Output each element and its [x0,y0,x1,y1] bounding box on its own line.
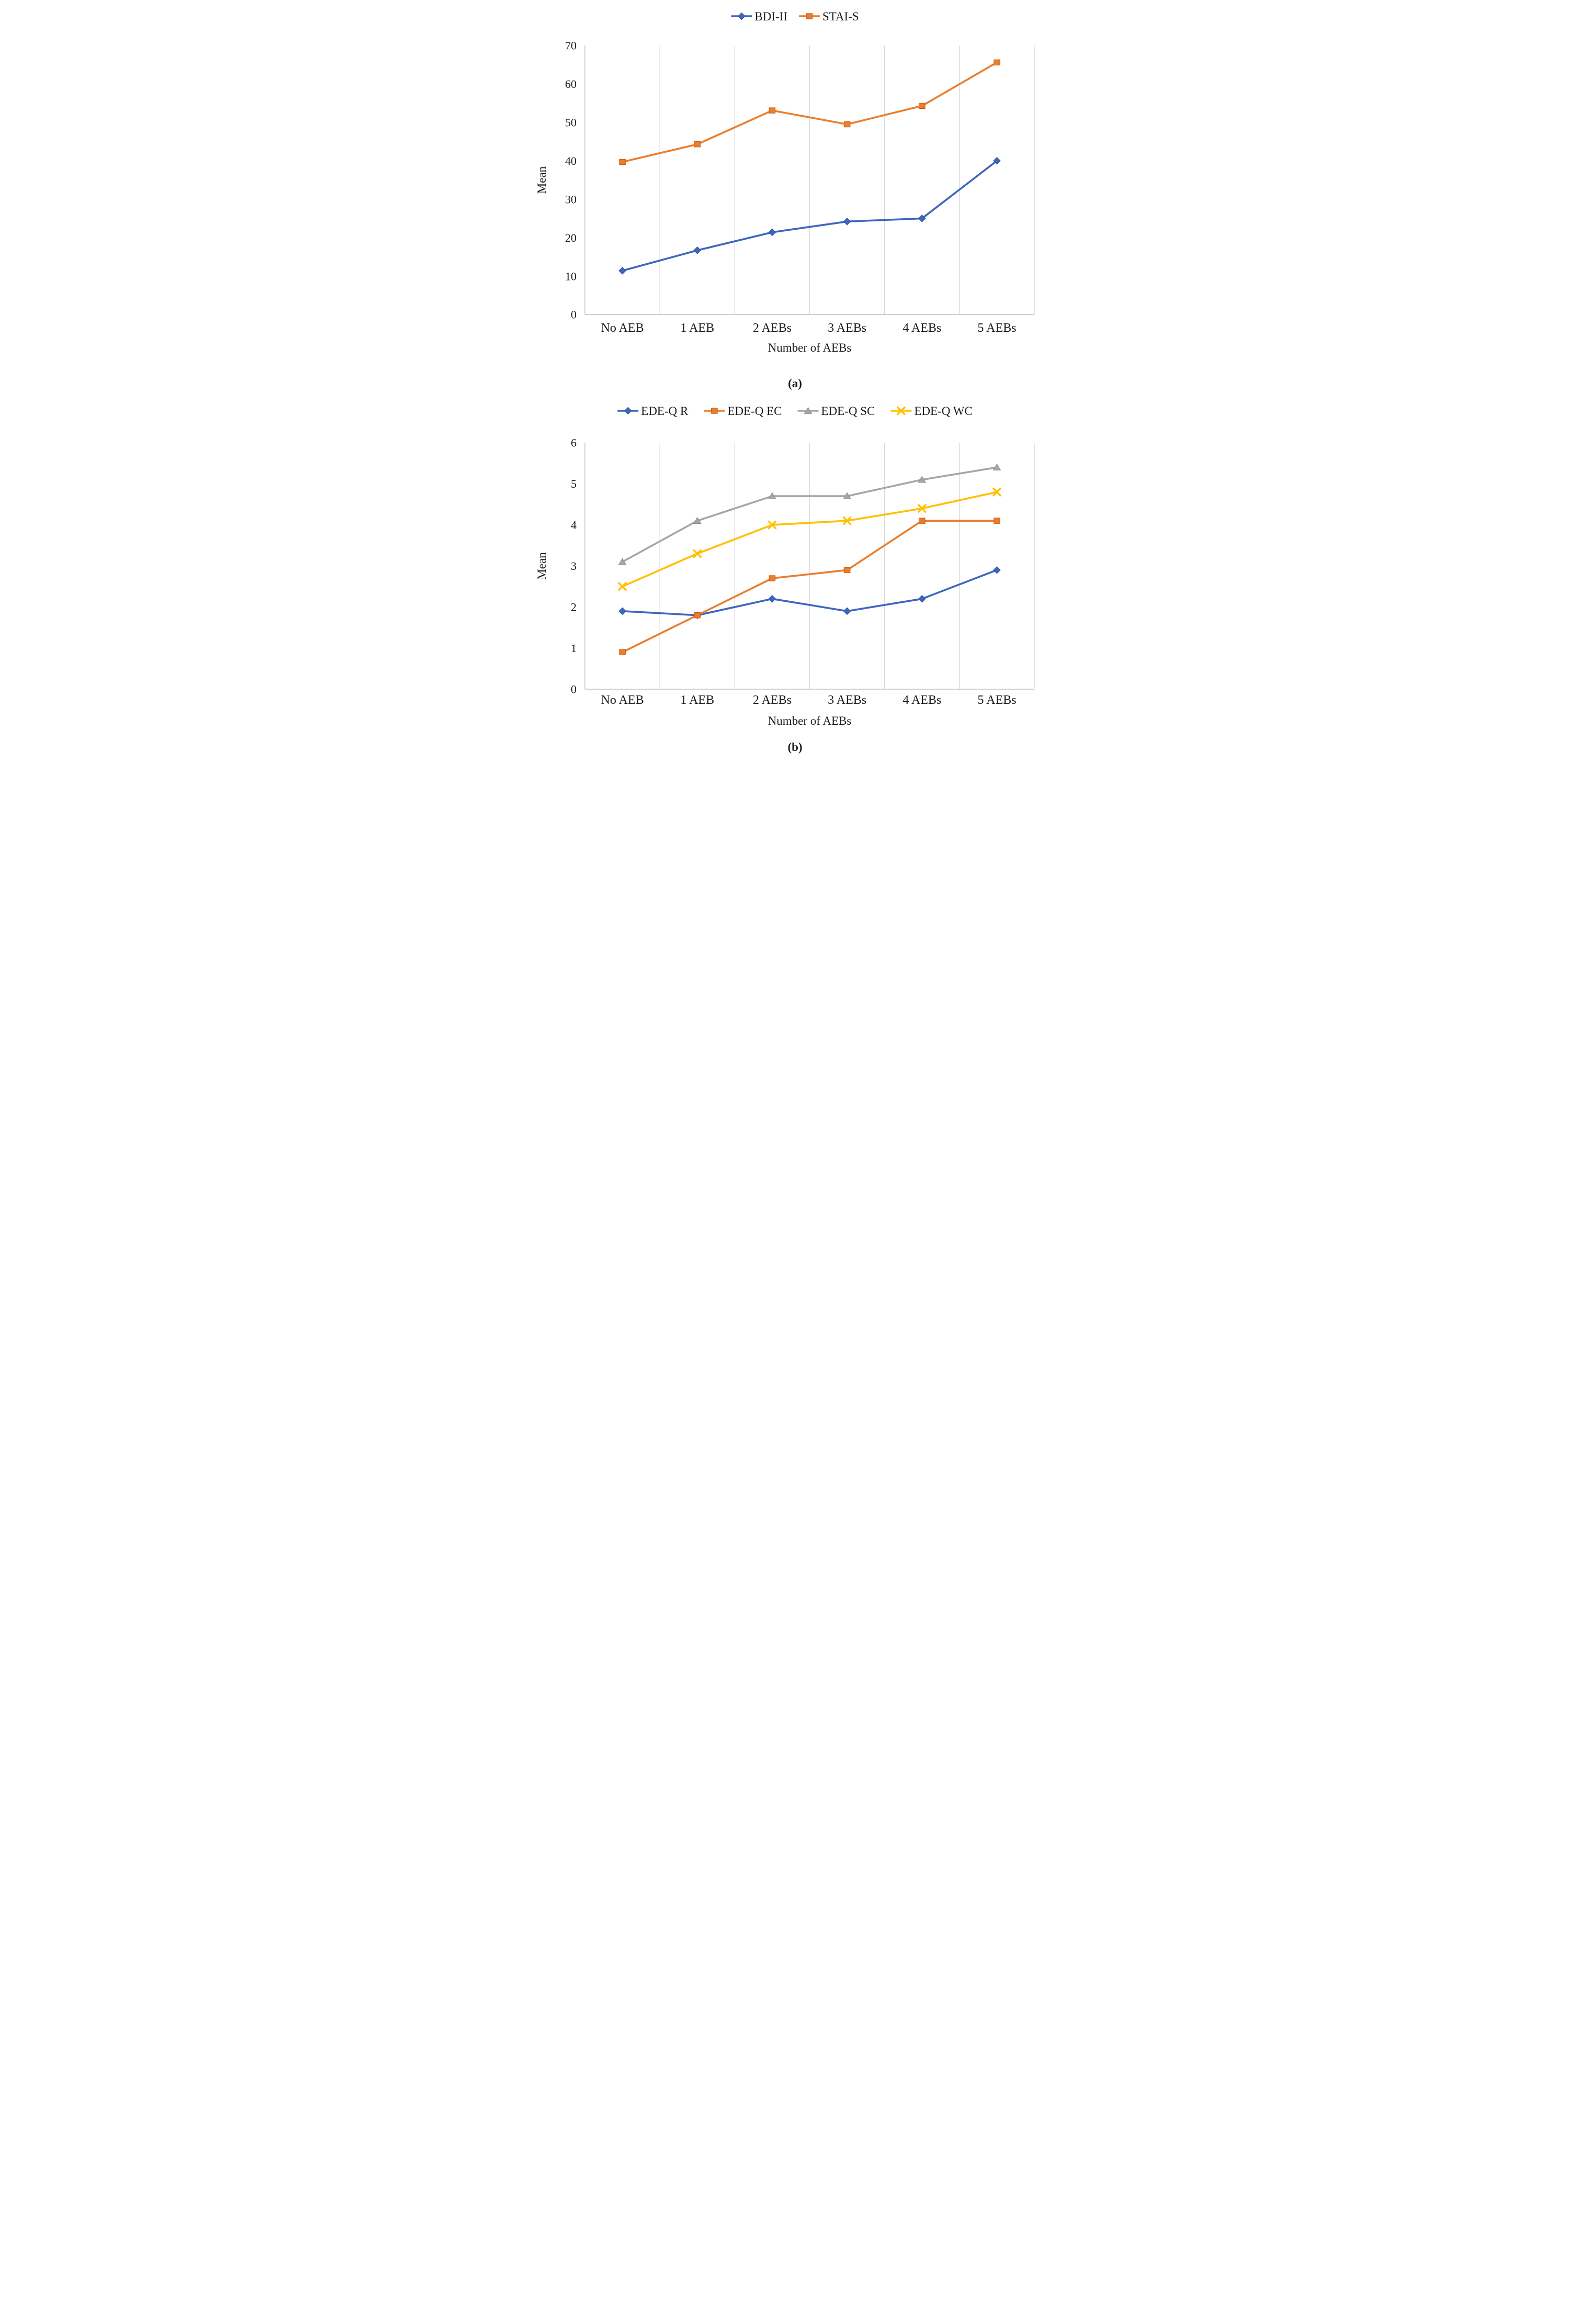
legend-marker-square [806,13,813,19]
legend-marker-diamond [738,12,746,20]
series-marker-EDE-Q SC [768,492,776,499]
y-tick-label: 20 [565,231,577,244]
series-marker-EDE-Q R [843,607,851,615]
series-marker-EDE-Q R [993,566,1001,574]
series-marker-EDE-Q R [918,594,926,603]
series-marker-EDE-Q EC [918,518,926,524]
y-tick-label: 60 [565,77,577,91]
category-label: 5 AEBs [977,693,1016,707]
category-label: 4 AEBs [903,321,941,335]
x-axis-title: Number of AEBs [768,341,852,354]
legend-item-BDI-II: BDI-II [731,10,787,23]
y-tick-label: 0 [571,683,577,696]
series-marker-BDI-II [693,246,702,254]
legend-marker-diamond [624,407,632,415]
y-tick-label: 5 [571,477,577,490]
series-marker-EDE-Q SC [693,517,702,524]
category-label: 4 AEBs [903,693,941,707]
series-marker-EDE-Q SC [918,476,927,483]
legend-label: EDE-Q WC [914,405,972,418]
y-axis-title: Mean [535,166,548,194]
y-tick-label: 4 [571,519,577,532]
legend-marker-square [711,408,718,414]
category-label: 5 AEBs [977,321,1016,335]
series-marker-STAI-S [843,121,851,128]
x-axis-title: Number of AEBs [768,714,852,727]
y-tick-label: 1 [571,642,577,655]
series-marker-EDE-Q SC [618,558,627,565]
legend: BDI-II STAI-S [731,10,859,23]
series-marker-BDI-II [993,156,1001,165]
legend-item-EDE-Q SC: EDE-Q SC [797,405,875,418]
legend: EDE-Q R EDE-Q EC EDE-Q SC EDE-Q WC [617,405,973,418]
legend-label: BDI-II [754,10,787,23]
series-line-BDI-II [621,160,998,272]
series-line-EDE-Q R [621,569,998,616]
category-label: 3 AEBs [828,321,866,335]
series-line-STAI-S [621,61,998,163]
series-marker-STAI-S [769,107,776,114]
legend-marker-triangle [804,407,813,414]
legend-item-STAI-S: STAI-S [798,10,859,23]
series-marker-BDI-II [918,215,926,222]
series-line-EDE-Q WC [621,491,998,588]
series-marker-EDE-Q EC [619,649,626,656]
series-marker-BDI-II [618,266,626,275]
y-tick-label: 50 [565,116,577,129]
series-marker-EDE-Q EC [843,567,851,574]
panel-label: (a) [788,377,802,390]
category-label: 1 AEB [680,321,714,335]
y-tick-label: 3 [571,559,577,572]
series-marker-EDE-Q EC [769,575,776,581]
series-marker-EDE-Q SC [843,492,851,499]
series-marker-STAI-S [619,159,626,165]
category-label: No AEB [601,693,644,707]
legend-item-EDE-Q R: EDE-Q R [617,405,689,418]
y-tick-label: 0 [571,308,577,321]
series-marker-EDE-Q WC [993,487,1001,497]
series-marker-STAI-S [694,141,701,148]
series-marker-EDE-Q R [618,607,626,615]
legend-marker-x [897,406,906,416]
legend-label: STAI-S [822,10,859,23]
series-marker-EDE-Q WC [693,549,702,558]
series-marker-BDI-II [768,228,776,237]
legend-label: EDE-Q EC [727,405,782,418]
series-marker-EDE-Q WC [618,582,627,591]
series-marker-EDE-Q WC [842,516,852,525]
chart-panel-b: 0 1 2 3 4 5 6 No AEB 1 AEB 2 AEBs 3 AEBs 4 AEBs 5 AE… [535,405,1035,754]
legend-label: EDE-Q R [641,405,689,418]
series-line-EDE-Q SC [621,466,998,563]
series-marker-EDE-Q EC [694,612,701,619]
category-label: 3 AEBs [828,693,866,707]
y-tick-label: 30 [565,193,577,206]
series-marker-EDE-Q WC [917,504,927,513]
series-marker-EDE-Q WC [768,520,777,530]
series-marker-EDE-Q EC [994,518,1000,524]
y-tick-label: 70 [565,39,577,52]
series-marker-STAI-S [918,103,926,109]
y-tick-label: 6 [571,436,577,450]
y-axis-title: Mean [535,552,548,580]
category-label: 1 AEB [680,693,714,707]
category-label: 2 AEBs [753,321,792,335]
two-panel-line-chart-figure: 0 10 20 30 40 50 60 70 No AEB 1 AEB 2 AEBs 3 AEBs 4 … [530,0,1060,775]
y-tick-label: 40 [565,154,577,167]
y-tick-label: 2 [571,601,577,614]
series-marker-STAI-S [994,59,1000,66]
category-label: No AEB [601,321,644,335]
series-marker-EDE-Q SC [993,463,1001,470]
legend-item-EDE-Q WC: EDE-Q WC [890,405,973,418]
chart-panel-a: 0 10 20 30 40 50 60 70 No AEB 1 AEB 2 AEBs 3 AEBs 4 … [535,10,1035,390]
series-line-EDE-Q EC [621,520,998,654]
series-marker-BDI-II [843,217,851,226]
panel-label: (b) [787,740,802,754]
category-label: 2 AEBs [753,693,792,707]
legend-label: EDE-Q SC [821,405,875,418]
legend-item-EDE-Q EC: EDE-Q EC [704,405,782,418]
series-marker-EDE-Q R [768,594,776,603]
y-tick-label: 10 [565,270,577,283]
